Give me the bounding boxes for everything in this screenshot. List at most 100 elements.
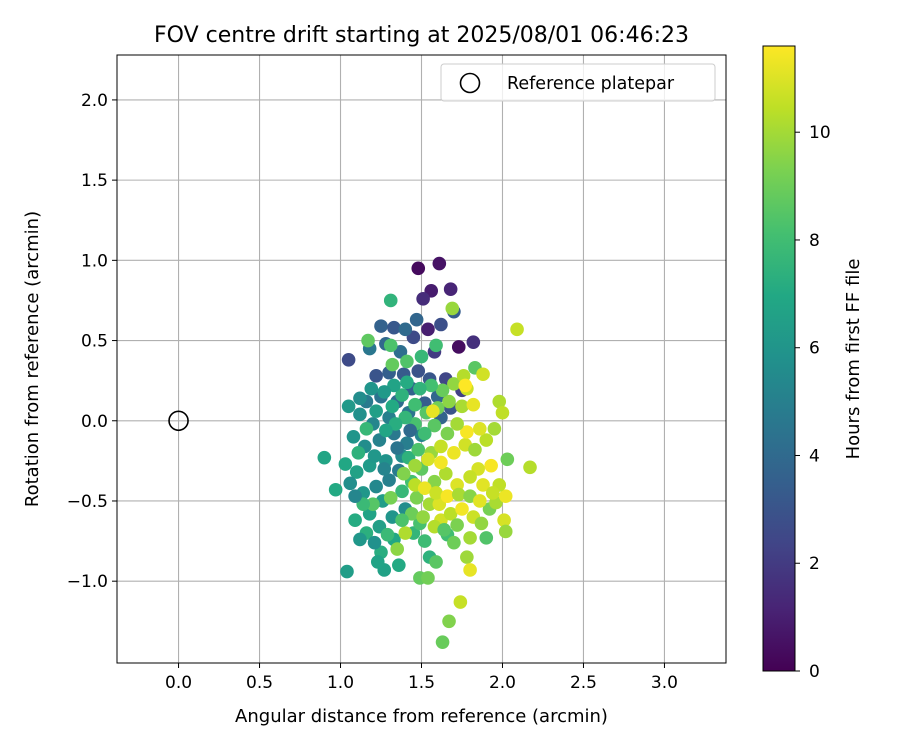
data-point — [422, 497, 437, 511]
data-point — [434, 317, 448, 332]
data-point — [398, 526, 413, 540]
data-point — [388, 417, 403, 431]
data-point — [438, 466, 453, 481]
data-point — [460, 550, 474, 564]
data-point — [398, 410, 413, 425]
data-point — [495, 405, 510, 420]
data-point — [479, 433, 494, 447]
data-point — [421, 452, 435, 467]
data-point — [429, 486, 443, 500]
colorbar-tick-label: 6 — [809, 339, 820, 359]
data-point — [377, 462, 392, 476]
data-point — [442, 614, 456, 629]
data-point — [403, 423, 417, 438]
data-point — [353, 391, 367, 406]
x-tick-label: 1.5 — [408, 673, 435, 693]
data-point — [369, 479, 383, 494]
data-point — [463, 470, 477, 484]
y-tick-label: −0.5 — [67, 492, 108, 512]
y-tick-label: 0.5 — [81, 332, 108, 352]
data-point — [460, 425, 474, 439]
data-point — [353, 407, 367, 422]
data-point — [485, 486, 500, 500]
y-tick-label: 0.0 — [81, 412, 108, 432]
legend-box — [440, 63, 716, 102]
data-point — [396, 466, 411, 481]
colorbar-tick-label: 2 — [809, 554, 820, 574]
colorbar-tick-label: 0 — [809, 662, 820, 682]
data-point — [398, 322, 413, 337]
data-point — [429, 338, 443, 353]
data-point — [414, 349, 429, 364]
data-point — [451, 340, 466, 354]
data-points — [317, 256, 537, 649]
data-point — [366, 497, 380, 511]
data-point — [466, 335, 481, 349]
data-point — [440, 426, 455, 441]
data-point — [421, 322, 435, 337]
data-point — [409, 490, 424, 505]
data-point — [484, 458, 498, 473]
y-tick-label: −1.0 — [67, 572, 108, 592]
legend-marker-reference — [459, 72, 481, 94]
data-point — [385, 399, 400, 414]
colorbar-tick-label: 10 — [809, 123, 831, 143]
reference-platepar-marker — [168, 410, 189, 432]
y-tick-label: 1.0 — [81, 251, 108, 271]
x-axis-label: Angular distance from reference (arcmin) — [235, 706, 608, 727]
data-point — [463, 563, 477, 577]
data-point — [447, 377, 461, 391]
data-point — [364, 381, 379, 396]
data-point — [390, 542, 405, 556]
data-point — [372, 433, 387, 447]
data-point — [383, 293, 398, 308]
data-point — [487, 421, 502, 436]
colorbar: 0 2 4 6 8 10 Hours from first FF file — [762, 45, 864, 682]
data-point — [416, 510, 430, 524]
x-tick-label: 0.0 — [165, 673, 192, 693]
data-point — [427, 474, 442, 489]
data-point — [413, 381, 427, 396]
data-point — [473, 421, 487, 436]
data-point — [453, 595, 468, 609]
data-point — [476, 367, 490, 382]
data-point — [497, 513, 511, 528]
data-point — [353, 532, 367, 547]
legend: Reference platepar — [440, 63, 716, 102]
data-point — [408, 397, 422, 412]
y-tick-label: 1.5 — [81, 171, 108, 191]
data-point — [369, 404, 383, 418]
legend-label-reference: Reference platepar — [507, 74, 675, 94]
data-point — [385, 357, 400, 372]
x-tick-label: 2.5 — [570, 673, 597, 693]
data-point — [400, 354, 414, 369]
data-point — [421, 571, 435, 585]
data-point — [404, 507, 419, 521]
data-point — [476, 478, 490, 492]
data-point — [479, 531, 494, 545]
data-point — [361, 333, 375, 348]
data-point — [379, 423, 393, 438]
data-point — [341, 353, 356, 367]
data-point — [434, 455, 448, 470]
data-point — [417, 426, 432, 441]
data-point — [510, 322, 524, 337]
data-point — [395, 513, 409, 528]
data-point — [451, 487, 466, 502]
chart-title: FOV centre drift starting at 2025/08/01 … — [154, 23, 689, 48]
data-point — [498, 524, 513, 539]
data-point — [370, 555, 385, 569]
colorbar-ticks: 0 2 4 6 8 10 — [795, 123, 831, 682]
data-point — [343, 476, 358, 491]
data-point — [351, 446, 366, 460]
data-point — [387, 378, 401, 393]
colorbar-label: Hours from first FF file — [843, 259, 864, 460]
data-point — [447, 446, 461, 460]
data-point — [429, 555, 443, 569]
y-axis-label: Rotation from reference (arcmin) — [22, 211, 43, 507]
data-point — [392, 558, 406, 572]
data-point — [411, 442, 426, 457]
data-point — [411, 364, 426, 378]
data-point — [473, 494, 487, 508]
